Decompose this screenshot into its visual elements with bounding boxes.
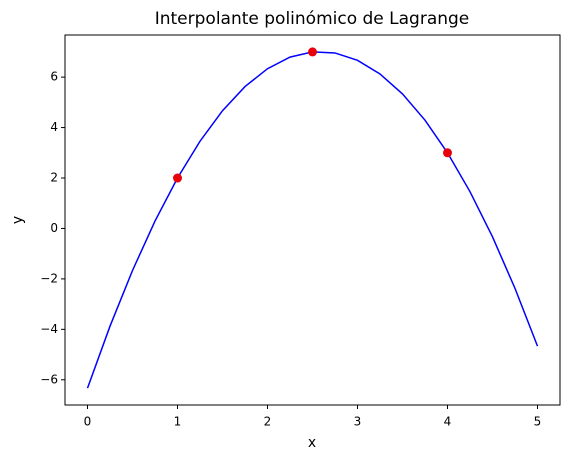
y-tick-label: −4 bbox=[40, 322, 58, 336]
y-tick-label: 0 bbox=[50, 221, 58, 235]
x-tick-label: 3 bbox=[354, 415, 362, 429]
line-series bbox=[86, 51, 539, 389]
x-tick-label: 5 bbox=[534, 415, 542, 429]
plot-frame bbox=[64, 34, 561, 406]
x-tick-label: 1 bbox=[174, 415, 182, 429]
scatter-point bbox=[308, 47, 317, 57]
y-tick-label: 4 bbox=[50, 120, 58, 134]
scatter-point bbox=[173, 173, 182, 183]
scatter-point bbox=[443, 148, 452, 158]
y-axis-label: y bbox=[10, 216, 26, 224]
y-tick-label: −2 bbox=[40, 271, 58, 285]
x-axis-label: x bbox=[308, 435, 316, 451]
y-tick-label: 2 bbox=[50, 171, 58, 185]
chart-title: Interpolante polinómico de Lagrange bbox=[155, 9, 470, 29]
y-tick-label: 6 bbox=[50, 70, 58, 84]
x-tick-label: 4 bbox=[444, 415, 452, 429]
x-tick-label: 2 bbox=[264, 415, 272, 429]
y-tick-label: −6 bbox=[40, 372, 58, 386]
x-tick-label: 0 bbox=[84, 415, 92, 429]
